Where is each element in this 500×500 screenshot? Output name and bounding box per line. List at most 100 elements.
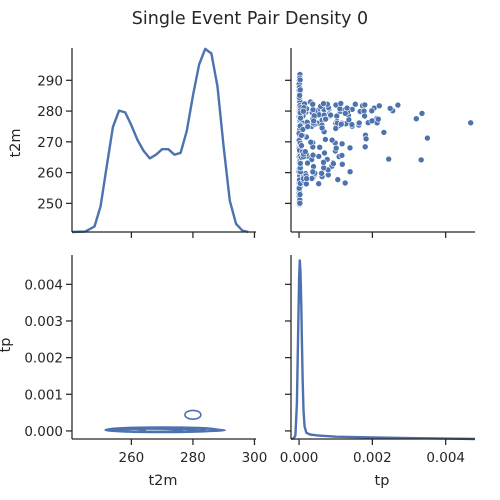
scatter-point bbox=[417, 156, 425, 164]
scatter-point bbox=[296, 92, 303, 99]
scatter-point bbox=[337, 120, 345, 128]
scatter-point bbox=[368, 107, 376, 115]
scatter-point bbox=[361, 112, 368, 120]
scatter-point bbox=[332, 125, 340, 132]
tp-x-tick-label: 0.002 bbox=[353, 450, 392, 466]
scatter-point bbox=[300, 107, 307, 115]
t2m-y-tick-label: 250 bbox=[37, 196, 63, 212]
scatter-point bbox=[296, 76, 304, 84]
scatter-point bbox=[309, 151, 317, 159]
scatter-point bbox=[320, 159, 327, 166]
scatter-point bbox=[424, 134, 431, 142]
t2m-y-tick-label: 280 bbox=[37, 104, 63, 120]
scatter-point bbox=[385, 155, 393, 163]
scatter-point bbox=[299, 126, 307, 133]
scatter-point bbox=[412, 115, 420, 122]
scatter-point bbox=[338, 140, 346, 148]
scatter-point bbox=[374, 115, 382, 123]
scatter-point bbox=[296, 191, 304, 198]
scatter-point bbox=[418, 110, 426, 117]
scatter-point bbox=[327, 111, 334, 119]
panel-tp-density: 0.000 0.002 0.004 bbox=[280, 255, 476, 466]
t2m-y-tick-label: 260 bbox=[37, 166, 63, 182]
t2m-y-tick-label: 270 bbox=[37, 135, 63, 151]
scatter-point bbox=[296, 160, 304, 167]
scatter-point bbox=[309, 168, 317, 176]
scatter-point bbox=[298, 132, 305, 139]
scatter-point bbox=[368, 117, 376, 125]
density-contour bbox=[184, 409, 202, 420]
scatter-point bbox=[330, 160, 337, 167]
x-axis-label-t2m: t2m bbox=[148, 473, 177, 489]
panel-t2m-density: 250 260 270 280 290 bbox=[37, 47, 256, 238]
figure-title: Single Event Pair Density 0 bbox=[132, 9, 368, 29]
scatter-point bbox=[341, 179, 349, 187]
panel-t2m-vs-tp-scatter bbox=[285, 48, 475, 238]
scatter-point bbox=[348, 121, 356, 128]
y-axis-label-t2m: t2m bbox=[8, 128, 24, 157]
density-contour bbox=[172, 428, 227, 433]
scatter-point bbox=[309, 100, 317, 108]
y-axis-label-tp: tp bbox=[0, 338, 14, 353]
scatter-point bbox=[297, 114, 304, 122]
scatter-point bbox=[322, 136, 329, 143]
scatter-point bbox=[394, 101, 402, 109]
scatter-point bbox=[318, 170, 325, 177]
scatter-point bbox=[310, 117, 317, 125]
t2m-x-tick-label: 260 bbox=[118, 450, 144, 466]
scatter-point bbox=[361, 143, 369, 151]
scatter-point bbox=[338, 161, 346, 168]
scatter-point bbox=[361, 101, 369, 109]
scatter-point bbox=[346, 144, 354, 152]
t2m-x-tick-label: 280 bbox=[180, 450, 206, 466]
tp-y-tick-label: 0.000 bbox=[24, 424, 63, 440]
scatter-point bbox=[309, 106, 317, 113]
panel-tp-vs-t2m-contour: 0.000 0.001 0.002 0.003 0.004 260 280 300 bbox=[24, 255, 267, 466]
scatter-point bbox=[467, 119, 475, 127]
scatter-point bbox=[337, 100, 345, 107]
scatter-point bbox=[351, 100, 359, 108]
scatter-point bbox=[346, 168, 354, 175]
scatter-point bbox=[316, 144, 324, 151]
scatter-point bbox=[320, 164, 328, 172]
scatter-point bbox=[315, 180, 323, 187]
scatter-point bbox=[334, 176, 342, 183]
scatter-point bbox=[307, 138, 315, 146]
scatter-point bbox=[336, 105, 344, 113]
scatter-point bbox=[304, 159, 311, 167]
scatter-point bbox=[362, 135, 370, 143]
scatter-point bbox=[320, 100, 327, 107]
scatter-point bbox=[298, 142, 305, 149]
scatter-point bbox=[318, 124, 326, 132]
scatter-point bbox=[386, 105, 394, 112]
density-contour bbox=[104, 428, 146, 433]
tp-x-tick-label: 0.004 bbox=[426, 450, 465, 466]
scatter-point bbox=[355, 119, 363, 127]
scatter-point bbox=[328, 136, 336, 144]
scatter-point bbox=[345, 116, 353, 124]
tp-y-tick-label: 0.002 bbox=[24, 351, 63, 367]
t2m-kde-line bbox=[71, 47, 249, 234]
scatter-point bbox=[301, 148, 309, 155]
scatter-point bbox=[296, 199, 304, 207]
scatter-point bbox=[315, 153, 323, 160]
scatter-point bbox=[321, 149, 328, 157]
tp-y-tick-label: 0.004 bbox=[24, 277, 63, 293]
scatter-point bbox=[341, 110, 349, 117]
x-axis-label-tp: tp bbox=[375, 473, 390, 489]
scatter-point bbox=[338, 152, 346, 159]
t2m-y-tick-label: 290 bbox=[37, 73, 63, 89]
scatter-point bbox=[375, 102, 383, 110]
t2m-x-tick-label: 300 bbox=[242, 450, 268, 466]
tp-x-tick-label: 0.000 bbox=[280, 450, 319, 466]
tp-y-tick-label: 0.001 bbox=[24, 387, 63, 403]
scatter-point bbox=[303, 175, 310, 182]
density-contour bbox=[116, 428, 183, 433]
scatter-point bbox=[332, 144, 340, 152]
scatter-point bbox=[296, 86, 304, 94]
scatter-point bbox=[322, 115, 329, 123]
tp-y-tick-label: 0.003 bbox=[24, 314, 63, 330]
scatter-point bbox=[380, 129, 388, 136]
scatter-point bbox=[304, 123, 312, 130]
